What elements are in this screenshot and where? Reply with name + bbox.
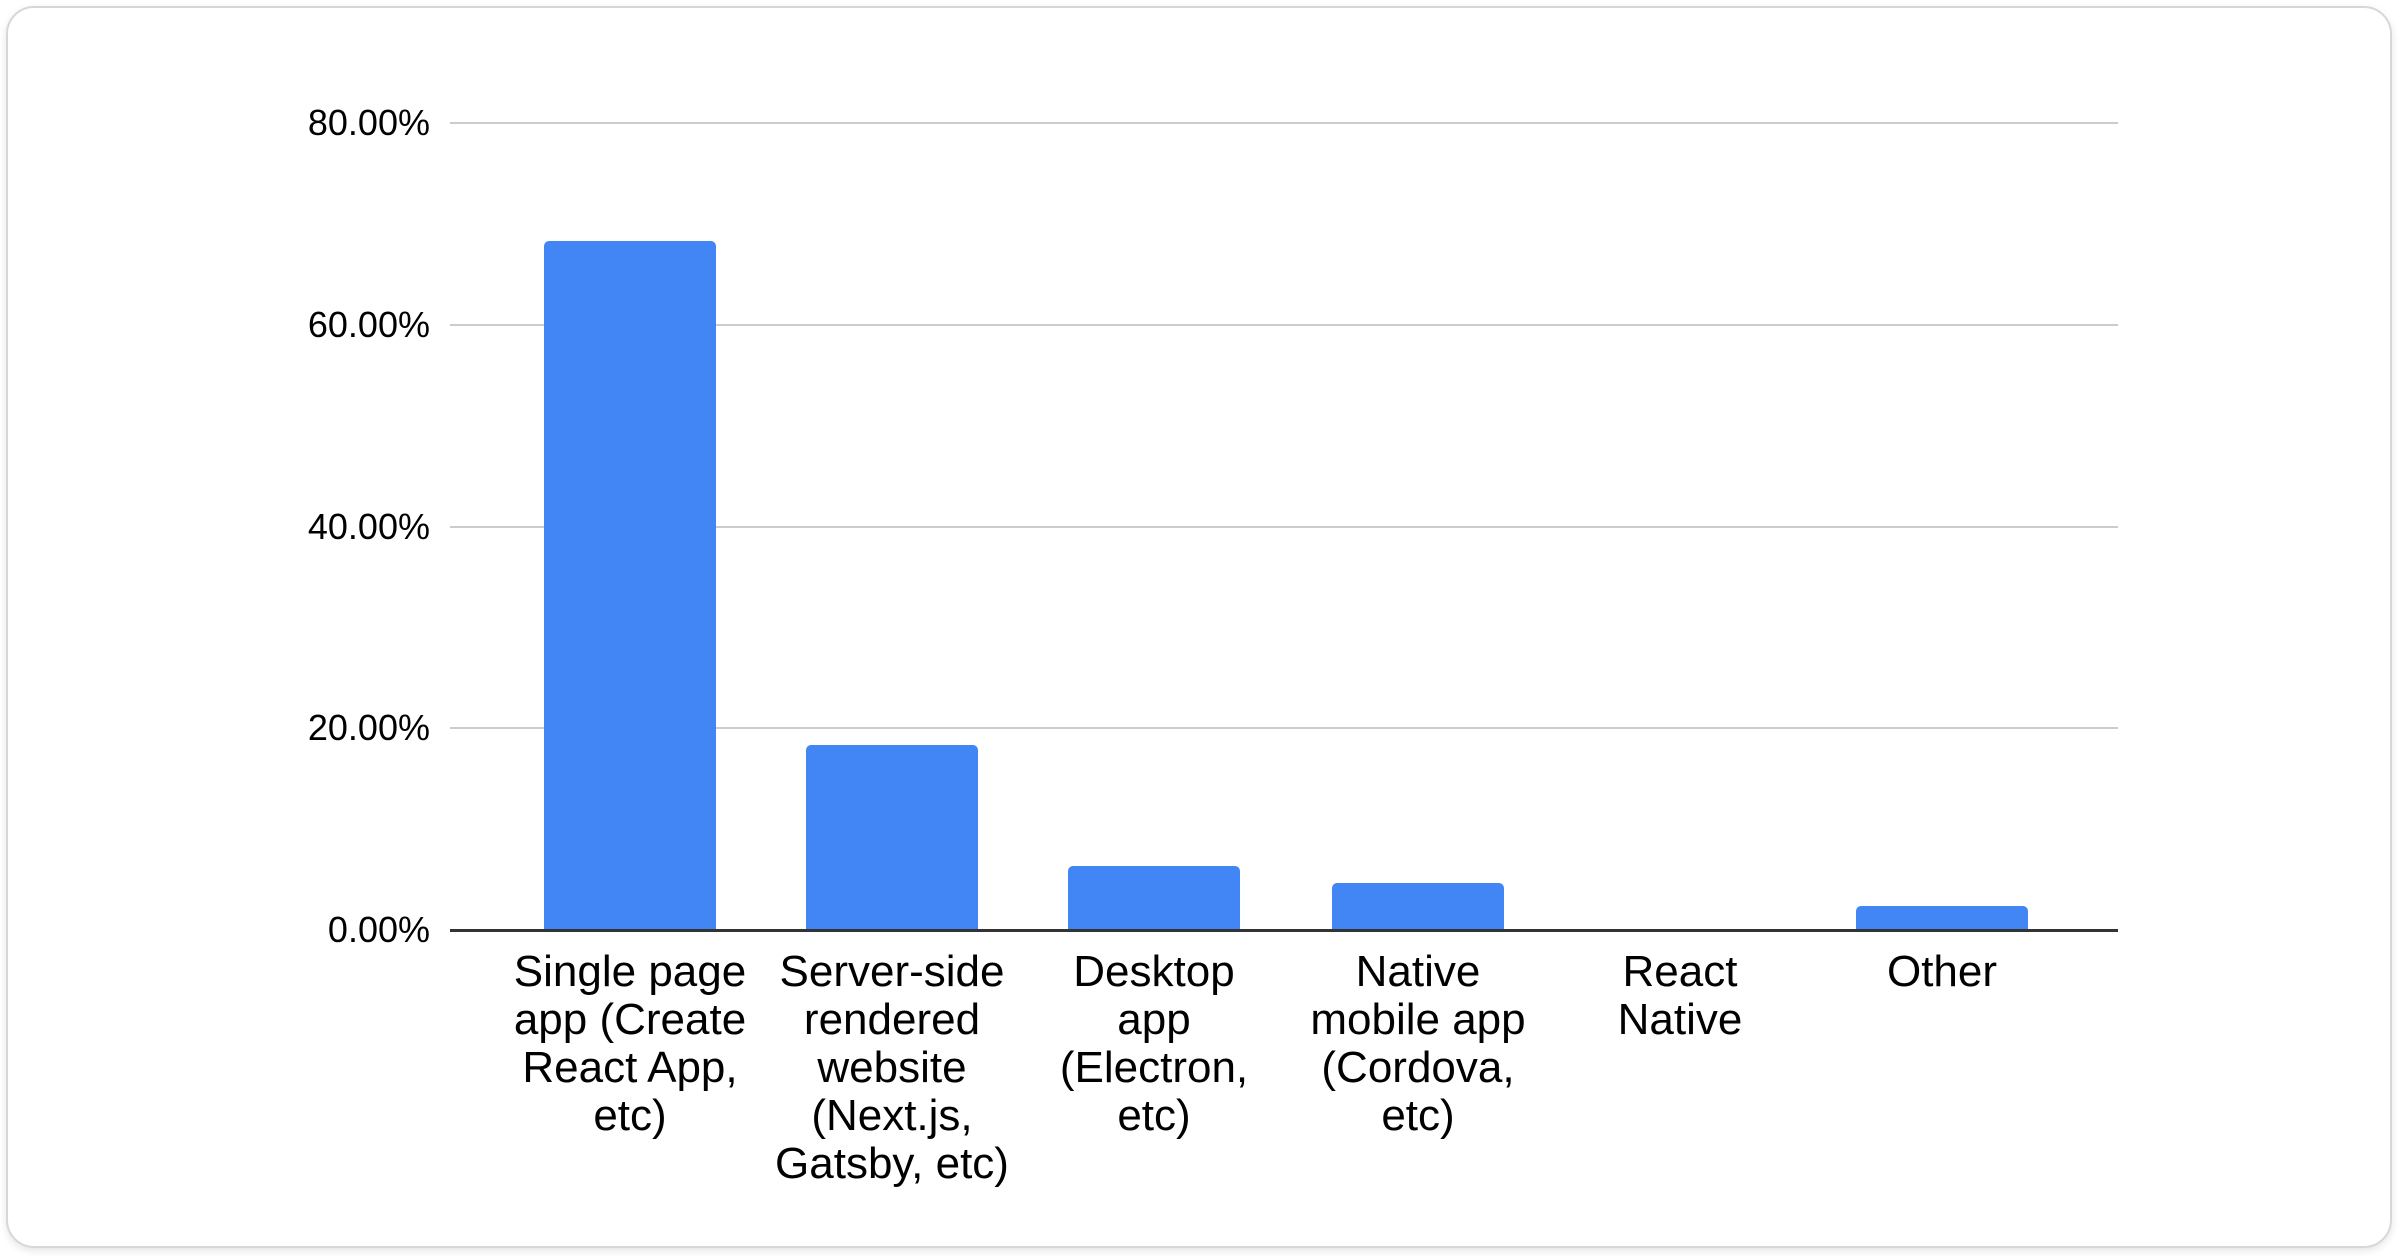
x-axis-line [450, 928, 2118, 932]
bar [1332, 882, 1504, 930]
bar [806, 745, 978, 930]
bar [1856, 905, 2028, 930]
x-axis-category-label: Native mobile app (Cordova, etc) [1310, 947, 1526, 1140]
bar [544, 241, 716, 930]
y-axis-tick-label: 20.00% [307, 707, 430, 749]
y-axis-tick-label: 80.00% [307, 102, 430, 143]
x-axis-category-label: Desktop app (Electron, etc) [1059, 947, 1249, 1140]
gridline [450, 122, 2118, 124]
y-axis-tick-label: 0.00% [327, 909, 430, 950]
y-axis-tick-label: 40.00% [307, 505, 430, 547]
y-axis-tick-label: 60.00% [307, 303, 430, 345]
chart-card: 80.00% 60.00% 40.00% 20.00% 0.00% Single pag… [6, 6, 2392, 1248]
gridline [450, 525, 2118, 528]
x-axis-category-label: Single page app (Create React App, etc) [513, 947, 747, 1140]
x-axis-category-label: Other [1886, 947, 1998, 996]
gridline [450, 727, 2118, 730]
bar [1068, 866, 1240, 930]
bar-chart: 80.00% 60.00% 40.00% 20.00% 0.00% Single pag… [8, 8, 2400, 1256]
gridline [450, 323, 2118, 326]
x-axis-category-label: React Native [1617, 947, 1743, 1044]
x-axis-category-label: Server-side rendered website (Next.js, G… [775, 947, 1009, 1188]
